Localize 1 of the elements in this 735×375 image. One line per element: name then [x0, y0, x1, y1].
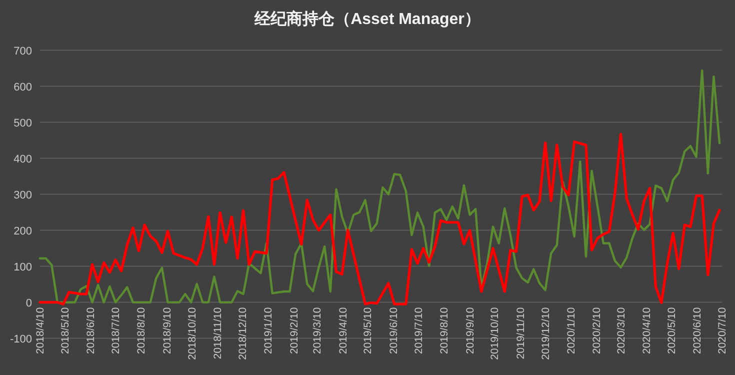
title: 经纪商持仓（Asset Manager） — [254, 11, 480, 28]
